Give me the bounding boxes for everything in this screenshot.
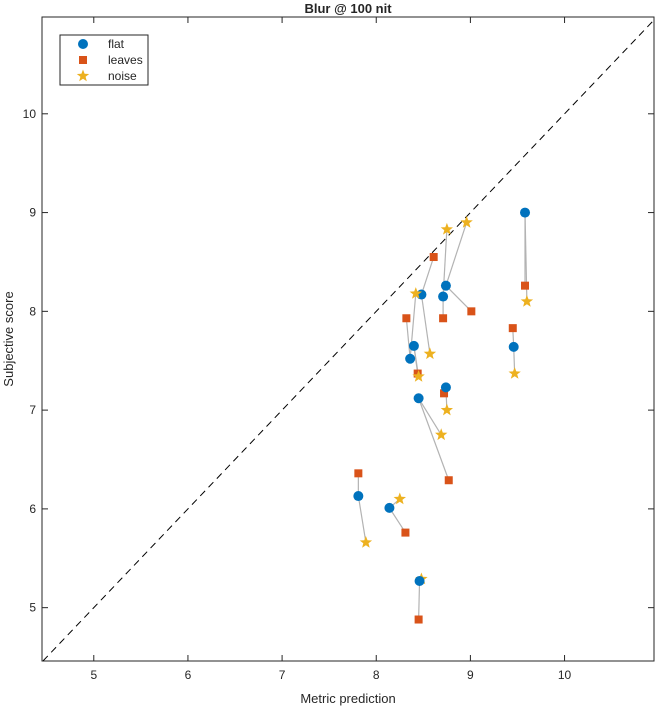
x-axis-label: Metric prediction [300, 691, 395, 706]
x-tick-label: 9 [467, 668, 474, 682]
point-leaves [402, 314, 411, 323]
point-noise [412, 370, 425, 382]
point-flat [414, 575, 425, 586]
point-flat [508, 341, 519, 352]
point-flat [440, 382, 451, 393]
legend-label-flat: flat [108, 37, 125, 51]
connector-line [420, 256, 435, 295]
legend-box [59, 34, 149, 86]
chart-title: Blur @ 100 nit [304, 1, 392, 16]
connector-line [445, 285, 472, 312]
x-tick-label: 10 [558, 668, 572, 682]
connector-line [420, 294, 431, 354]
point-flat [413, 393, 424, 404]
point-leaves [508, 324, 517, 333]
reference-line-y-equals-x [42, 19, 655, 662]
point-noise [423, 347, 437, 360]
point-leaves [440, 389, 449, 398]
point-noise [440, 403, 453, 416]
point-flat [408, 340, 419, 351]
x-tick-label: 5 [90, 668, 97, 682]
connector-line [357, 495, 367, 543]
point-noise [393, 492, 406, 505]
y-tick-label: 5 [29, 601, 36, 615]
x-tick-label: 8 [373, 668, 380, 682]
point-noise [440, 222, 453, 235]
axes-box [41, 16, 655, 662]
point-leaves [467, 307, 476, 316]
point-leaves [439, 314, 448, 323]
point-flat [438, 291, 449, 302]
point-leaves [429, 253, 438, 262]
point-flat [520, 207, 531, 218]
point-flat [384, 502, 395, 513]
plot-area: 5 6 7 8 9 10 5 6 7 8 9 10 [23, 16, 655, 682]
legend-label-noise: noise [108, 69, 137, 83]
connector-line [418, 580, 421, 620]
y-tick-label: 6 [29, 502, 36, 516]
point-noise [359, 536, 373, 548]
point-flat [353, 491, 364, 502]
legend-label-leaves: leaves [108, 53, 143, 67]
point-noise [520, 295, 534, 307]
point-flat [405, 353, 416, 364]
point-noise [435, 428, 448, 441]
legend: flat leaves noise [59, 34, 149, 86]
connector-line [405, 318, 411, 359]
y-tick-label: 9 [29, 206, 36, 220]
x-tick-label: 6 [185, 668, 192, 682]
point-leaves [521, 281, 530, 290]
legend-marker-flat [78, 39, 88, 49]
point-noise [508, 367, 521, 379]
connector-line [418, 398, 450, 481]
point-leaves [401, 528, 410, 537]
point-leaves [354, 469, 363, 478]
y-tick-label: 8 [29, 304, 36, 318]
legend-marker-leaves [79, 56, 87, 64]
point-leaves [414, 615, 423, 624]
y-tick-label: 10 [23, 107, 37, 121]
point-flat [440, 280, 451, 291]
connector-line [445, 222, 468, 286]
connector-line [418, 397, 442, 436]
point-noise [460, 215, 473, 228]
point-noise [409, 287, 422, 299]
y-axis-label: Subjective score [1, 291, 16, 386]
point-leaves [444, 476, 453, 485]
y-tick-label: 7 [29, 403, 36, 417]
legend-marker-noise [76, 69, 90, 82]
x-tick-label: 7 [279, 668, 286, 682]
